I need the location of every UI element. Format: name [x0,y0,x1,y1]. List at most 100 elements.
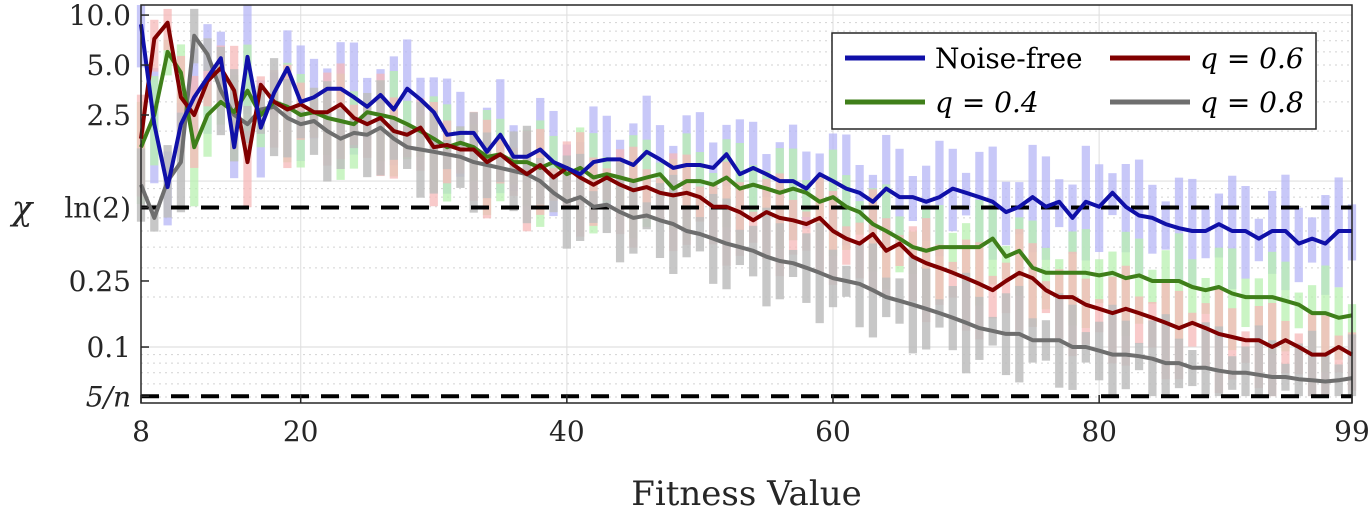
y-tick-label: 2.5 [86,99,131,132]
spread-bar [176,55,186,153]
spread-bar [203,69,212,107]
spread-bar [948,261,957,298]
legend-item-q-08: q = 0.8 [1110,86,1304,119]
spread-bar [1334,335,1343,373]
spread-bar [1095,299,1104,333]
spread-bar [1148,269,1157,304]
spread-bar [1188,312,1197,347]
spread-bar [842,175,851,250]
spread-bar [1201,322,1210,397]
y-tick-label: 0.25 [69,265,131,298]
y-axis-label: χ [10,188,35,228]
y-tick-label: 5/n [86,380,131,413]
spread-bar [1081,229,1090,329]
spread-bar [855,201,864,235]
plot-frame [140,4,1353,404]
legend-label: q = 0.6 [1200,42,1304,75]
legend-item-noise-free: Noise-free [845,42,1083,75]
spread-bar [788,148,798,241]
spread-bar [549,135,558,200]
spread-bar [1214,326,1224,397]
spread-bar [1254,325,1263,397]
spread-bar [1081,278,1090,345]
spread-bar [682,154,691,245]
y-tick-label: 0.1 [86,331,131,364]
spread-bar [1228,308,1237,380]
spread-bar [749,165,758,216]
spread-bar [1294,343,1303,397]
spread-bar [988,204,997,285]
y-tick-label: 10.0 [69,0,131,32]
series-line-q-0-4 [139,49,1353,320]
spread-bar [1095,259,1104,304]
x-tick-label: 60 [815,415,851,448]
legend-label: q = 0.4 [935,86,1039,119]
spread-bar [1201,277,1210,314]
spread-bar [788,199,798,255]
x-axis-label: Fitness Value [631,474,861,511]
spread-bar [1161,314,1170,397]
spread-bar [1134,296,1144,344]
spread-bar [988,275,997,319]
spread-bar [1281,320,1290,374]
x-tick-label: 40 [549,415,585,448]
spread-bar [895,235,904,266]
reference-lines [141,205,1352,399]
x-tick-label: 8 [132,415,150,448]
y-tick-label: ln(2) [64,191,131,224]
spread-bar [1174,233,1184,341]
spread-bar [828,190,838,285]
spread-bar [975,242,984,340]
legend-label: q = 0.8 [1200,86,1304,119]
spread-bar [1041,247,1051,310]
series-line-q-0-6 [139,20,1353,357]
spread-bar [842,226,851,265]
spread-bar [1068,251,1077,357]
spread-bar [1134,238,1144,324]
x-tick-label: 80 [1081,415,1117,448]
series-lines [139,20,1353,384]
x-tick-label: 99 [1334,415,1369,448]
spread-bar [802,211,811,251]
spread-bar [1294,292,1303,329]
spread-bar [1254,278,1263,328]
legend-item-q-06: q = 0.6 [1110,42,1304,75]
spread-bar [1041,281,1051,314]
legend-box [831,32,1317,130]
spread-bar [203,84,212,157]
spread-bar [243,130,252,208]
spread-bar [1001,262,1011,314]
x-axis-ticks: 8 20 40 60 80 99 [132,395,1369,448]
spread-bar [243,44,252,149]
spread-bar [1334,287,1343,360]
spread-bar [1268,340,1277,397]
spread-bar [935,244,944,305]
legend-item-q-04: q = 0.4 [845,86,1039,119]
spread-bar [1268,251,1277,354]
series-line-noise-free [139,24,1352,246]
series-line-q-0-8 [139,33,1353,384]
spread-bar [1321,354,1330,397]
spread-bar [642,169,651,219]
spread-bar [735,182,744,256]
spread-bar [1108,304,1117,397]
y-tick-label: 5.0 [86,49,131,82]
spread-bar [1307,330,1317,397]
spread-bar [802,180,811,217]
y-axis-ticks: 10.0 5.0 2.5 ln(2) 0.25 0.1 5/n [64,0,149,413]
spread-bar [695,186,705,222]
spread-bar [882,218,891,298]
spread-bar [1188,259,1197,327]
spread-bar [948,232,957,273]
spread-bar [1281,261,1290,352]
legend-label: Noise-free [935,42,1083,75]
legend: Noise-free q = 0.6 q = 0.4 q = 0.8 [831,32,1317,130]
x-tick-label: 20 [283,415,319,448]
spread-bar [1241,278,1250,328]
spread-bar [1028,243,1037,327]
spread-bar [1121,265,1130,366]
spread-bar [1228,248,1237,351]
spread-bar [190,75,199,168]
spread-bar [1001,245,1011,280]
